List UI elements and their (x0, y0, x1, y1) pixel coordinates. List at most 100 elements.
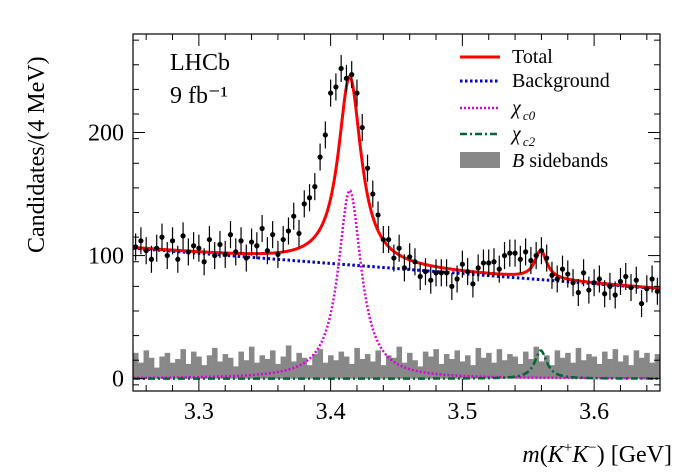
data-point (533, 252, 539, 259)
data-points (133, 54, 660, 318)
data-point (544, 255, 550, 261)
data-point (628, 284, 634, 291)
data-point (154, 245, 160, 251)
sideband-bar (533, 346, 540, 379)
data-point (164, 252, 170, 259)
data-point (227, 232, 234, 238)
sideband-bar (164, 352, 171, 379)
data-point (470, 281, 476, 287)
data-point (465, 268, 471, 275)
data-point (438, 270, 444, 276)
sideband-bar (638, 357, 645, 379)
data-point (612, 292, 618, 298)
sideband-bar (433, 349, 439, 379)
data-point (507, 250, 513, 256)
data-point (459, 261, 465, 267)
data-point (417, 273, 423, 280)
sideband-bar (507, 354, 513, 379)
sideband-bar (575, 347, 582, 379)
legend-chi-c2-sub: c2 (523, 134, 536, 149)
sideband-bar (496, 349, 503, 379)
legend-label-chi-c2: χ c2 (510, 123, 536, 149)
sideband-bar (491, 362, 497, 379)
data-point (333, 84, 339, 90)
sideband-bar (570, 362, 576, 379)
sideband-bar (359, 358, 366, 379)
data-point (191, 243, 197, 249)
data-point (233, 249, 239, 255)
sideband-bar (612, 349, 619, 379)
data-point (212, 252, 218, 259)
data-point (328, 90, 334, 96)
data-point (565, 271, 571, 277)
data-point (238, 238, 244, 244)
chi-c2-curve (133, 349, 661, 380)
legend-sidebands-text: sidebands (524, 150, 608, 172)
y-tick-label: 200 (88, 120, 124, 146)
legend-chi-c0-symbol: χ (510, 97, 522, 119)
data-point (259, 225, 265, 232)
data-point (422, 268, 429, 275)
sideband-bar (649, 362, 656, 379)
legend-swatch-sidebands (460, 152, 500, 168)
data-point (138, 238, 144, 244)
data-point (391, 255, 397, 261)
data-point (491, 259, 497, 265)
data-point (528, 257, 534, 264)
data-point (385, 236, 392, 243)
sideband-bar (159, 356, 165, 379)
data-point (296, 230, 302, 237)
sideband-bar (480, 357, 487, 379)
x-tick-label: 3.5 (447, 399, 477, 425)
data-point (407, 254, 413, 260)
data-point (243, 255, 249, 261)
sideband-bar (438, 363, 445, 379)
sideband-bar (459, 361, 466, 379)
data-point (370, 191, 376, 197)
data-point (523, 249, 529, 255)
sideband-bar (401, 362, 408, 379)
sideband-bar (317, 349, 324, 379)
data-point (428, 277, 434, 283)
sideband-bar (333, 360, 339, 379)
legend-chi-c2-symbol: χ (510, 123, 522, 145)
sideband-bar (591, 356, 598, 379)
data-point (401, 265, 408, 271)
axis-tick-labels: 3.3 3.4 3.5 3.6 0 100 200 (88, 120, 609, 425)
total-curve (132, 75, 661, 290)
data-point (538, 248, 545, 254)
data-point (185, 249, 191, 255)
sideband-bar (154, 367, 160, 379)
sideband-bar (391, 357, 397, 379)
legend-label-background: Background (512, 70, 610, 92)
data-point (443, 270, 450, 276)
data-point (496, 266, 502, 272)
data-point (396, 245, 402, 251)
data-point (159, 234, 165, 240)
data-point (354, 90, 360, 96)
data-point (649, 276, 655, 282)
sideband-bar (259, 355, 266, 379)
sideband-bar (375, 350, 381, 379)
sideband-bar (454, 350, 461, 379)
data-point (180, 233, 186, 239)
sideband-bar (407, 352, 413, 379)
sidebands-histogram (133, 345, 661, 379)
sideband-bar (607, 358, 613, 379)
sideband-bar (470, 365, 476, 379)
sideband-bar (338, 351, 345, 379)
sideband-bar (227, 357, 234, 379)
data-point (217, 241, 223, 248)
data-point (454, 276, 460, 282)
sideband-bar (222, 354, 229, 379)
sideband-bar (522, 351, 529, 379)
data-point (206, 236, 213, 243)
x-tick-label: 3.6 (579, 399, 609, 425)
data-point (317, 154, 323, 160)
sideband-bar (559, 357, 566, 379)
sideband-bar (449, 358, 455, 379)
sideband-bar (596, 363, 603, 379)
sideband-bar (254, 362, 260, 379)
sideband-bar (538, 361, 545, 379)
